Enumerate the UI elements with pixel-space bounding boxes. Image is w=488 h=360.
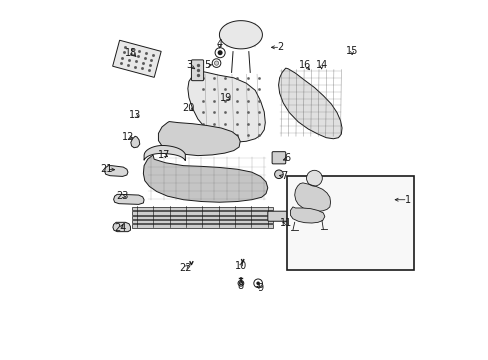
Text: 23: 23 <box>116 191 128 201</box>
Text: 11: 11 <box>279 218 291 228</box>
Text: 24: 24 <box>114 224 127 233</box>
Text: 19: 19 <box>220 93 232 103</box>
Text: 5: 5 <box>203 60 209 70</box>
Polygon shape <box>131 136 140 148</box>
Text: 1: 1 <box>404 195 410 205</box>
Text: 21: 21 <box>100 164 112 174</box>
Text: 7: 7 <box>280 171 286 181</box>
Text: 10: 10 <box>234 261 246 271</box>
Bar <box>131 220 273 224</box>
Text: 13: 13 <box>129 111 141 121</box>
Polygon shape <box>187 71 265 142</box>
Text: 3: 3 <box>185 60 192 70</box>
Circle shape <box>238 280 244 286</box>
Circle shape <box>306 170 322 186</box>
Text: 2: 2 <box>277 42 283 52</box>
Bar <box>131 207 273 211</box>
Bar <box>131 211 273 215</box>
Text: 15: 15 <box>345 46 358 56</box>
Polygon shape <box>158 122 240 156</box>
Bar <box>131 216 273 219</box>
Text: 17: 17 <box>157 150 170 160</box>
Bar <box>131 224 273 228</box>
Polygon shape <box>290 207 324 223</box>
Polygon shape <box>143 155 267 202</box>
Circle shape <box>214 61 218 65</box>
Polygon shape <box>113 194 144 204</box>
Text: 20: 20 <box>183 103 195 113</box>
Polygon shape <box>144 145 185 161</box>
Text: 6: 6 <box>284 153 290 163</box>
Text: 9: 9 <box>257 283 263 293</box>
Text: 14: 14 <box>315 60 327 70</box>
Polygon shape <box>219 21 262 49</box>
Text: 12: 12 <box>122 132 134 142</box>
Bar <box>286 176 413 270</box>
Text: 16: 16 <box>299 60 311 70</box>
FancyBboxPatch shape <box>271 152 285 164</box>
FancyBboxPatch shape <box>267 211 289 221</box>
FancyBboxPatch shape <box>191 60 203 81</box>
Polygon shape <box>113 222 130 231</box>
Text: 18: 18 <box>125 48 138 58</box>
Circle shape <box>274 170 283 179</box>
Circle shape <box>217 50 222 55</box>
Text: 22: 22 <box>179 263 191 273</box>
Circle shape <box>256 282 260 285</box>
Text: 8: 8 <box>237 281 244 291</box>
Polygon shape <box>112 40 161 77</box>
Polygon shape <box>294 183 330 212</box>
Polygon shape <box>104 166 128 176</box>
Polygon shape <box>278 68 341 139</box>
Text: 4: 4 <box>216 39 222 49</box>
